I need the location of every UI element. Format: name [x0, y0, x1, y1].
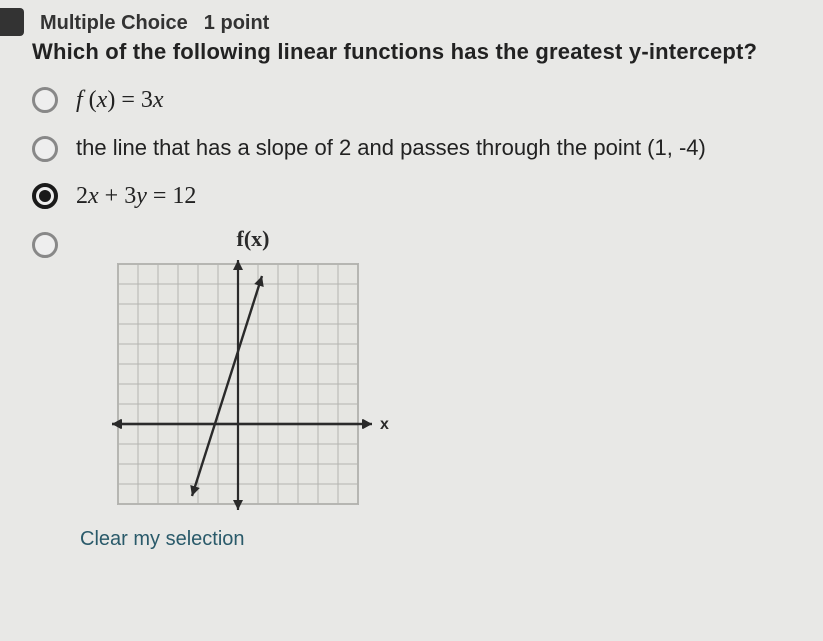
radio-d[interactable]: [32, 232, 58, 258]
clear-selection-link[interactable]: Clear my selection: [80, 528, 803, 551]
options-list: f (x) = 3x the line that has a slope of …: [32, 85, 803, 514]
option-b[interactable]: the line that has a slope of 2 and passe…: [32, 134, 803, 163]
option-a-label: f (x) = 3x: [76, 85, 164, 116]
question-points: 1 point: [204, 12, 270, 35]
question-header: Multiple Choice 1 point: [40, 12, 803, 35]
graph: x: [88, 254, 418, 514]
radio-a[interactable]: [32, 87, 58, 113]
graph-title: f(x): [128, 226, 378, 252]
option-d[interactable]: f(x) x: [32, 230, 803, 514]
option-a[interactable]: f (x) = 3x: [32, 85, 803, 116]
option-b-label: the line that has a slope of 2 and passe…: [76, 134, 706, 163]
option-c-label: 2x + 3y = 12: [76, 181, 196, 212]
question-number-tab: [0, 8, 24, 36]
radio-b[interactable]: [32, 136, 58, 162]
option-d-graph-container: f(x) x: [88, 226, 418, 514]
svg-text:x: x: [380, 416, 389, 433]
question-type: Multiple Choice: [40, 12, 188, 35]
option-c[interactable]: 2x + 3y = 12: [32, 181, 803, 212]
radio-c[interactable]: [32, 183, 58, 209]
question-text: Which of the following linear functions …: [32, 39, 803, 65]
